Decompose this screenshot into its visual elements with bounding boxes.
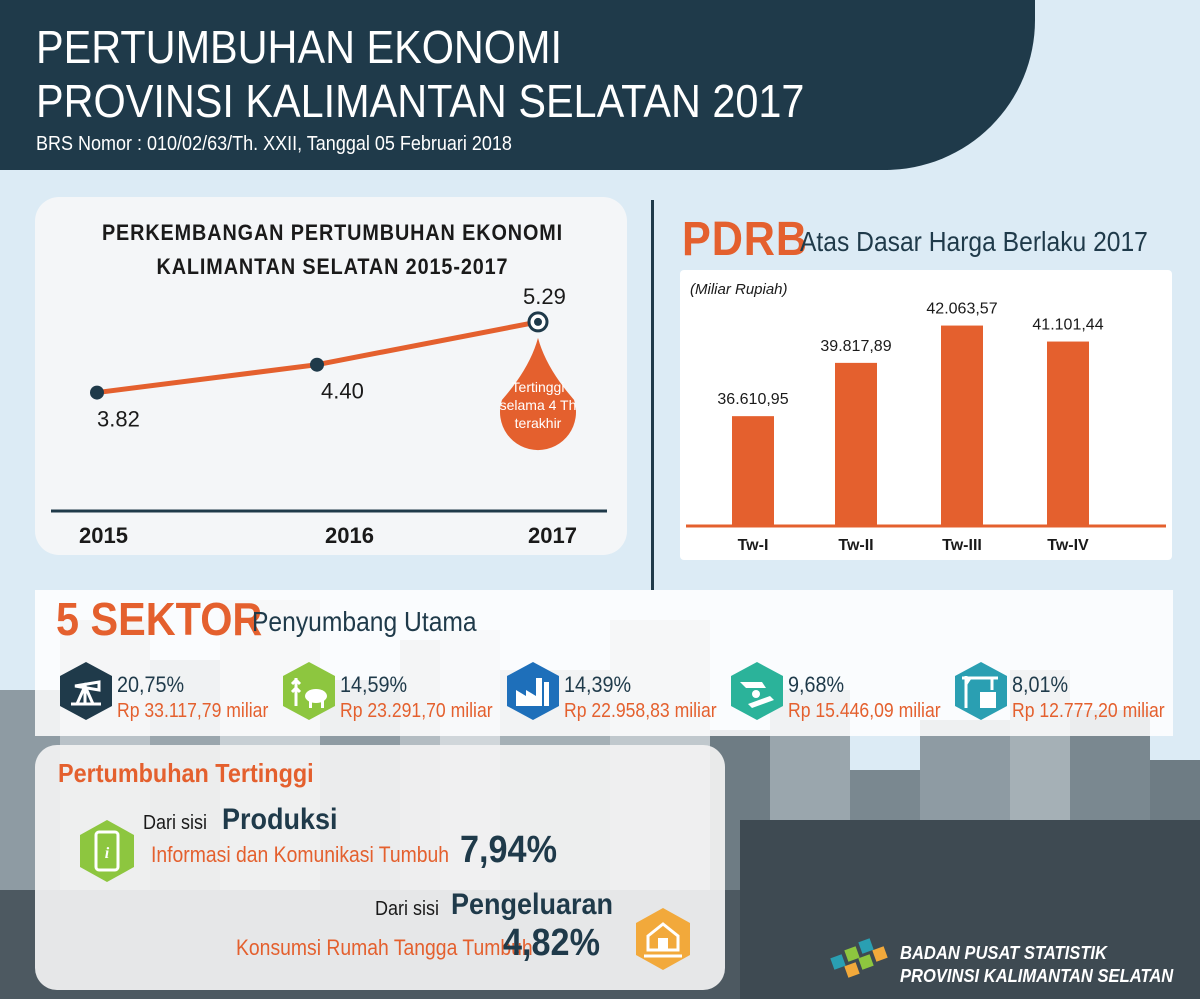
construction-crane-icon	[955, 662, 1007, 720]
sector-value: Rp 15.446,09 miliar	[788, 700, 941, 722]
highest-growth-panel	[35, 745, 725, 990]
trade-car-icon	[731, 662, 783, 720]
sector-value: Rp 23.291,70 miliar	[340, 700, 493, 722]
data-point	[90, 385, 104, 400]
bar	[941, 325, 983, 526]
page-subtitle: BRS Nomor : 010/02/63/Th. XXII, Tanggal …	[36, 133, 512, 155]
page-title-line2: PROVINSI KALIMANTAN SELATAN 2017	[36, 75, 805, 127]
highest-growth-title: Pertumbuhan Tertinggi	[58, 758, 314, 788]
growth-chart-title-line2: KALIMANTAN SELATAN 2015-2017	[156, 254, 509, 279]
production-text: Informasi dan Komunikasi Tumbuh	[151, 842, 450, 867]
sector-percent: 14,39%	[564, 672, 632, 697]
sector-percent: 20,75%	[117, 672, 185, 697]
sector-value: Rp 22.958,83 miliar	[564, 700, 717, 722]
household-icon	[636, 908, 690, 970]
x-tick-label: Tw-III	[942, 537, 982, 554]
expenditure-prefix: Dari sisi	[375, 898, 440, 920]
callout-text: Tertinggi	[512, 379, 565, 395]
data-point	[310, 357, 324, 372]
bar-value-label: 36.610,95	[717, 391, 788, 408]
header-band	[0, 0, 1035, 170]
callout-text: selama 4 Th	[500, 397, 577, 413]
org-name-line2: PROVINSI KALIMANTAN SELATAN	[900, 966, 1174, 986]
bar	[1047, 341, 1089, 526]
sector-title: 5 SEKTOR	[56, 593, 263, 645]
x-tick-label: Tw-I	[738, 537, 769, 554]
mining-pump-icon	[60, 662, 112, 720]
growth-line-chart: 3.82 2015 4.40 2016 5.29 2017 Tertinggi selama …	[51, 284, 607, 548]
sector-subtitle: Penyumbang Utama	[252, 606, 477, 637]
expenditure-value: 4,82%	[503, 922, 600, 964]
x-tick-label: Tw-IV	[1047, 537, 1089, 554]
pdrb-bar-chart: (Miliar Rupiah) 36.610,95 Tw-I 39.817,89 Tw-…	[686, 281, 1166, 554]
unit-label: (Miliar Rupiah)	[690, 281, 788, 298]
smartphone-info-icon: i	[80, 820, 134, 882]
bar-value-label: 41.101,44	[1032, 317, 1103, 334]
production-prefix: Dari sisi	[143, 812, 208, 834]
data-label: 3.82	[97, 407, 140, 432]
bps-logo	[830, 938, 888, 978]
pdrb-subtitle: Atas Dasar Harga Berlaku 2017	[800, 226, 1148, 257]
production-value: 7,94%	[460, 829, 557, 871]
sector-value: Rp 33.117,79 miliar	[117, 700, 269, 722]
bar-value-label: 39.817,89	[820, 338, 891, 355]
highlight-callout	[499, 337, 576, 451]
data-point-center	[534, 317, 542, 326]
bar-value-label: 42.063,57	[926, 301, 997, 318]
factory-icon	[507, 662, 559, 720]
production-label: Produksi	[222, 803, 338, 836]
x-tick-label: 2017	[528, 523, 577, 548]
section-divider	[651, 200, 654, 590]
expenditure-label: Pengeluaran	[451, 888, 614, 921]
agriculture-icon	[283, 662, 335, 720]
sector-percent: 9,68%	[788, 672, 845, 697]
expenditure-text: Konsumsi Rumah Tangga Tumbuh	[236, 935, 533, 960]
growth-line	[96, 319, 539, 396]
data-label: 4.40	[321, 379, 364, 404]
callout-text: terakhir	[515, 415, 562, 431]
bar	[835, 362, 877, 526]
sector-percent: 14,59%	[340, 672, 408, 697]
x-tick-label: 2015	[79, 523, 128, 548]
org-name-line1: BADAN PUSAT STATISTIK	[900, 943, 1107, 963]
bar	[732, 416, 774, 526]
growth-chart-title-line1: PERKEMBANGAN PERTUMBUHAN EKONOMI	[101, 220, 564, 245]
sector-value: Rp 12.777,20 miliar	[1012, 700, 1165, 722]
pdrb-title: PDRB	[682, 213, 809, 266]
data-label: 5.29	[523, 284, 566, 309]
sector-percent: 8,01%	[1012, 672, 1069, 697]
x-tick-label: Tw-II	[838, 537, 873, 554]
svg-text:i: i	[105, 845, 110, 862]
x-tick-label: 2016	[325, 523, 374, 548]
page-title-line1: PERTUMBUHAN EKONOMI	[36, 21, 562, 73]
